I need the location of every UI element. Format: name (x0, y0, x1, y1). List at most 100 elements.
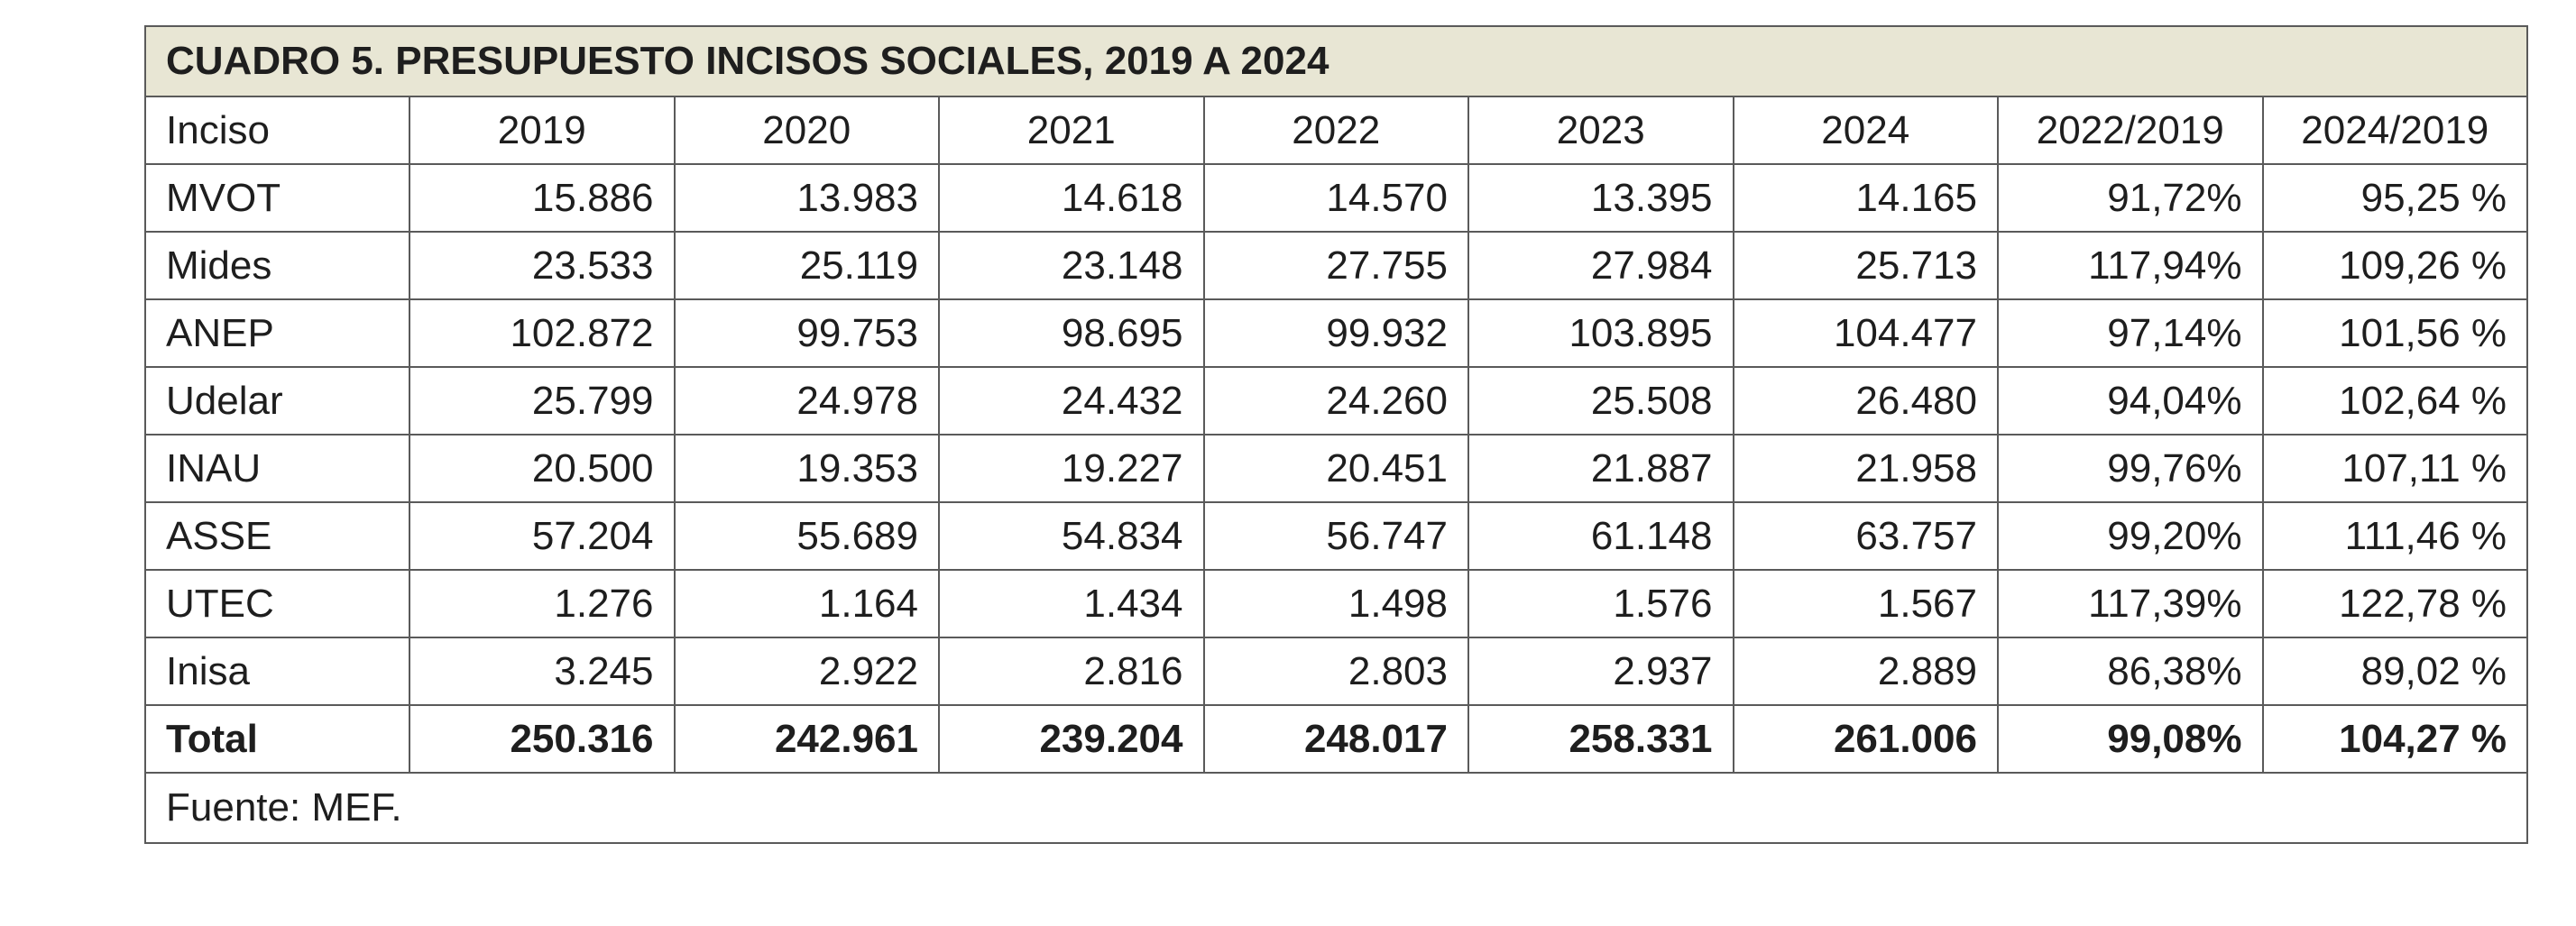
inciso-cell: INAU (144, 434, 410, 503)
value-cell: 102.872 (409, 298, 676, 368)
value-cell: 1.276 (409, 569, 676, 638)
table-row: Inisa 3.245 2.922 2.816 2.803 2.937 2.889 86,38… (144, 637, 2529, 706)
inciso-cell: Udelar (144, 366, 410, 435)
value-cell: 1.164 (673, 569, 940, 638)
value-cell: 2.816 (938, 637, 1205, 706)
value-cell: 101,56 % (2261, 298, 2529, 368)
value-cell: 57.204 (409, 501, 676, 571)
value-cell: 24.260 (1202, 366, 1469, 435)
title-row: CUADRO 5. PRESUPUESTO INCISOS SOCIALES, … (143, 25, 2529, 97)
value-cell: 248.017 (1202, 704, 1469, 774)
value-cell: 107,11 % (2261, 434, 2529, 503)
value-cell: 122,78 % (2261, 569, 2529, 638)
value-cell: 25.713 (1732, 231, 1999, 300)
value-cell: 14.618 (938, 163, 1205, 233)
value-cell: 239.204 (938, 704, 1205, 774)
value-cell: 2.889 (1732, 637, 1999, 706)
value-cell: 63.757 (1732, 501, 1999, 571)
value-cell: 3.245 (409, 637, 676, 706)
inciso-cell: MVOT (144, 163, 410, 233)
value-cell: 23.533 (409, 231, 676, 300)
value-cell: 97,14% (1997, 298, 2264, 368)
table-row: INAU 20.500 19.353 19.227 20.451 21.887 21.958… (144, 434, 2529, 503)
inciso-cell: UTEC (144, 569, 410, 638)
source-row: Fuente: MEF. (143, 772, 2529, 844)
value-cell: 13.395 (1467, 163, 1734, 233)
value-cell: 20.451 (1202, 434, 1469, 503)
value-cell: 14.165 (1732, 163, 1999, 233)
value-cell: 26.480 (1732, 366, 1999, 435)
value-cell: 104.477 (1732, 298, 1999, 368)
column-header: 2022/2019 (1997, 96, 2264, 165)
total-label: Total (144, 704, 410, 774)
inciso-cell: Inisa (144, 637, 410, 706)
value-cell: 25.799 (409, 366, 676, 435)
value-cell: 250.316 (409, 704, 676, 774)
total-row: Total 250.316 242.961 239.204 248.017 258.331… (144, 704, 2529, 774)
value-cell: 1.567 (1732, 569, 1999, 638)
table-body: MVOT 15.886 13.983 14.618 14.570 13.395 14.165… (144, 163, 2529, 774)
header-row: Inciso 2019 2020 2021 2022 2023 2024 2022/2019 2… (144, 96, 2529, 165)
value-cell: 102,64 % (2261, 366, 2529, 435)
value-cell: 14.570 (1202, 163, 1469, 233)
column-header: 2022 (1202, 96, 1469, 165)
value-cell: 2.937 (1467, 637, 1734, 706)
column-header: 2024/2019 (2261, 96, 2529, 165)
table-row: ASSE 57.204 55.689 54.834 56.747 61.148 63.757… (144, 501, 2529, 571)
value-cell: 104,27 % (2261, 704, 2529, 774)
value-cell: 25.508 (1467, 366, 1734, 435)
table-row: UTEC 1.276 1.164 1.434 1.498 1.576 1.567 117,39… (144, 569, 2529, 638)
value-cell: 54.834 (938, 501, 1205, 571)
value-cell: 86,38% (1997, 637, 2264, 706)
value-cell: 242.961 (673, 704, 940, 774)
table-row: Mides 23.533 25.119 23.148 27.755 27.984 25.71… (144, 231, 2529, 300)
value-cell: 94,04% (1997, 366, 2264, 435)
budget-table: CUADRO 5. PRESUPUESTO INCISOS SOCIALES, … (143, 25, 2529, 844)
value-cell: 89,02 % (2261, 637, 2529, 706)
value-cell: 99,20% (1997, 501, 2264, 571)
inciso-cell: Mides (144, 231, 410, 300)
value-cell: 258.331 (1467, 704, 1734, 774)
column-header: 2020 (673, 96, 940, 165)
value-cell: 23.148 (938, 231, 1205, 300)
column-header: 2019 (409, 96, 676, 165)
value-cell: 19.353 (673, 434, 940, 503)
value-cell: 111,46 % (2261, 501, 2529, 571)
value-cell: 109,26 % (2261, 231, 2529, 300)
value-cell: 117,94% (1997, 231, 2264, 300)
column-header: Inciso (144, 96, 410, 165)
value-cell: 24.978 (673, 366, 940, 435)
value-cell: 15.886 (409, 163, 676, 233)
value-cell: 13.983 (673, 163, 940, 233)
value-cell: 19.227 (938, 434, 1205, 503)
value-cell: 91,72% (1997, 163, 2264, 233)
value-cell: 99,76% (1997, 434, 2264, 503)
value-cell: 20.500 (409, 434, 676, 503)
budget-table-container: CUADRO 5. PRESUPUESTO INCISOS SOCIALES, … (143, 25, 2529, 844)
value-cell: 24.432 (938, 366, 1205, 435)
value-cell: 98.695 (938, 298, 1205, 368)
column-header: 2021 (938, 96, 1205, 165)
table-row: MVOT 15.886 13.983 14.618 14.570 13.395 14.165… (144, 163, 2529, 233)
table-row: ANEP 102.872 99.753 98.695 99.932 103.895 104.… (144, 298, 2529, 368)
inciso-cell: ANEP (144, 298, 410, 368)
table-title: CUADRO 5. PRESUPUESTO INCISOS SOCIALES, … (143, 25, 2529, 97)
value-cell: 1.434 (938, 569, 1205, 638)
column-header: 2023 (1467, 96, 1734, 165)
table-row: Udelar 25.799 24.978 24.432 24.260 25.508 26.4… (144, 366, 2529, 435)
value-cell: 56.747 (1202, 501, 1469, 571)
value-cell: 61.148 (1467, 501, 1734, 571)
value-cell: 25.119 (673, 231, 940, 300)
value-cell: 21.958 (1732, 434, 1999, 503)
value-cell: 2.803 (1202, 637, 1469, 706)
value-cell: 95,25 % (2261, 163, 2529, 233)
column-header: 2024 (1732, 96, 1999, 165)
value-cell: 117,39% (1997, 569, 2264, 638)
source-note: Fuente: MEF. (143, 772, 2529, 844)
value-cell: 103.895 (1467, 298, 1734, 368)
value-cell: 1.498 (1202, 569, 1469, 638)
value-cell: 1.576 (1467, 569, 1734, 638)
value-cell: 2.922 (673, 637, 940, 706)
value-cell: 99.932 (1202, 298, 1469, 368)
inciso-cell: ASSE (144, 501, 410, 571)
